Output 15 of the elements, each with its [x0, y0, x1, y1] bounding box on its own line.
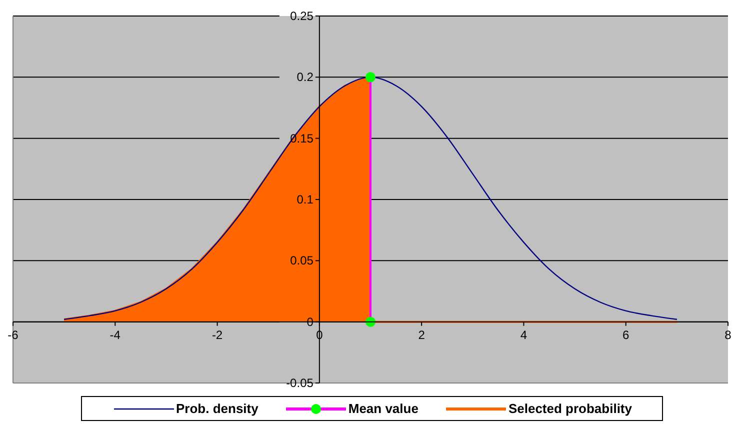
x-tick-label: -4: [110, 328, 121, 342]
x-tick-label: 8: [724, 328, 732, 342]
x-tick-label: 6: [622, 328, 630, 342]
x-tick-label: -6: [8, 328, 19, 342]
y-tick-label: 0.1: [296, 192, 314, 206]
legend-label: Selected probability: [508, 401, 632, 416]
y-tick-label: 0.2: [296, 70, 314, 84]
legend-label: Prob. density: [176, 401, 258, 416]
x-tick-label: -2: [212, 328, 223, 342]
y-tick-label: 0.25: [290, 9, 314, 23]
x-tick-label: 2: [418, 328, 426, 342]
y-tick-label: -0.05: [286, 376, 314, 390]
y-tick-label: 0.05: [290, 254, 314, 268]
x-tick-label: 4: [520, 328, 528, 342]
legend-label: Mean value: [348, 401, 418, 416]
